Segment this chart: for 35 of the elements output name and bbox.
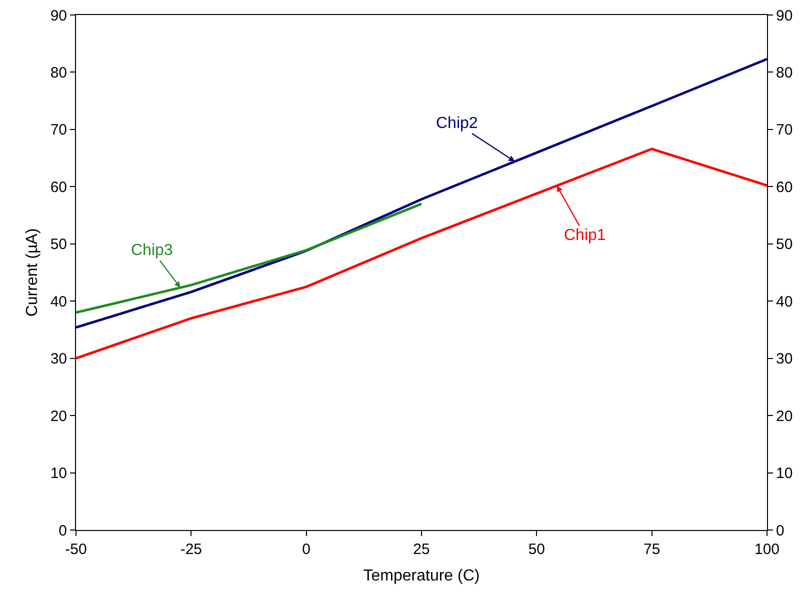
y-tick-label: 80	[50, 64, 67, 82]
x-tick-label: 50	[528, 541, 546, 558]
line-series	[76, 202, 423, 314]
x-tick-label: 25	[413, 541, 430, 558]
x-tick-label: -25	[180, 541, 202, 558]
y2-tick-label: 0	[776, 522, 784, 540]
line-series	[76, 148, 767, 360]
y2-tick-label: 80	[776, 64, 793, 82]
x-tick-label: 100	[754, 541, 780, 558]
x-tick-label: -50	[65, 541, 87, 558]
y-tick-label: 10	[50, 465, 67, 482]
y2-tick-label: 20	[776, 408, 793, 425]
text: Chip2	[436, 115, 478, 132]
series-label: Chip3	[131, 242, 173, 259]
y-tick-label: 30	[50, 350, 67, 368]
x-tick-label: 75	[643, 541, 660, 558]
y2-tick-label: 70	[776, 122, 793, 139]
y2-tick-label: 50	[776, 236, 793, 254]
y-tick-label: 60	[50, 178, 67, 196]
x-axis-title: Temperature (C)	[363, 568, 480, 585]
y-tick-label: 50	[50, 236, 67, 254]
x-tick-label: 0	[302, 541, 310, 558]
y2-tick-label: 10	[776, 465, 793, 482]
text: Chip1	[564, 227, 606, 244]
y-tick-label: 90	[50, 7, 67, 24]
y-tick-label: 40	[50, 293, 67, 310]
line-series	[76, 58, 767, 329]
y-axis-title: Current (µA)	[24, 228, 42, 317]
y-tick-label: 70	[50, 122, 67, 139]
y2-tick-label: 30	[776, 350, 793, 368]
y2-tick-label: 60	[776, 178, 793, 196]
y2-tick-label: 90	[776, 7, 793, 24]
y2-tick-label: 40	[776, 293, 793, 310]
y-tick-label: 0	[58, 522, 67, 540]
y-tick-label: 20	[50, 408, 67, 425]
